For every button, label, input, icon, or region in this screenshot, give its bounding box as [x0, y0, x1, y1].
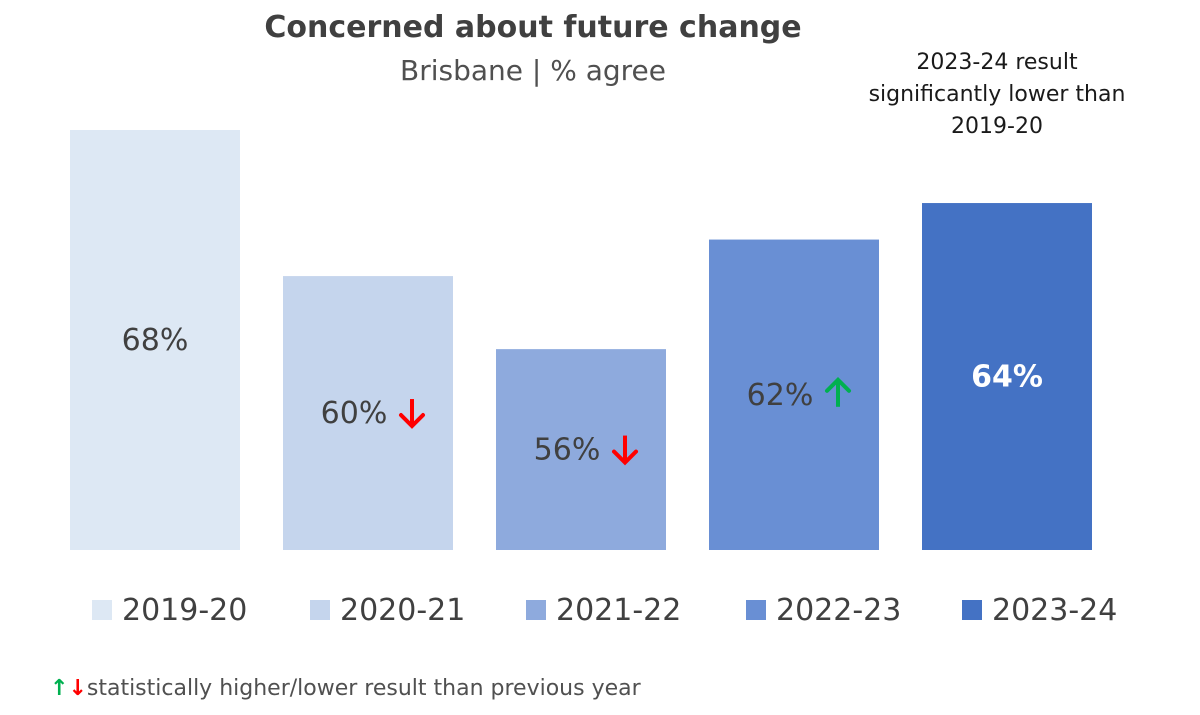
legend-swatch: [92, 600, 112, 620]
arrow-up-icon: [825, 376, 851, 407]
chart-annotation: 2023-24 result significantly lower than …: [868, 50, 1126, 139]
legend-item-2020-21: 2020-21: [310, 588, 465, 632]
chart-legend: 2019-20 2020-21 2021-22 2022-23 2023-24: [92, 588, 1162, 632]
legend-swatch: [526, 600, 546, 620]
bar-2021-22: [496, 349, 666, 550]
arrow-down-icon: [399, 399, 425, 429]
arrow-down-icon: [612, 435, 638, 466]
bar-2020-21: [283, 276, 453, 550]
bar-2019-20: [70, 130, 240, 550]
arrow-up-icon: ↑: [50, 676, 69, 701]
legend-label: 2022-23: [776, 592, 902, 628]
value-label-2020-21: 60%: [321, 396, 388, 431]
legend-swatch: [310, 600, 330, 620]
legend-label: 2023-24: [992, 592, 1118, 628]
footnote-text: statistically higher/lower result than p…: [86, 676, 641, 701]
chart-title: Concerned about future change: [264, 10, 802, 45]
legend-swatch: [962, 600, 982, 620]
legend-label: 2019-20: [122, 592, 248, 628]
footnote: ↑ ↓ statistically higher/lower result th…: [50, 676, 641, 701]
legend-label: 2021-22: [556, 592, 682, 628]
value-label-2023-24: 64%: [971, 360, 1043, 395]
legend-item-2022-23: 2022-23: [746, 588, 901, 632]
value-label-2019-20: 68%: [122, 323, 189, 358]
value-label-2021-22: 56%: [534, 433, 601, 468]
arrow-down-icon: ↓: [68, 676, 87, 701]
legend-item-2023-24: 2023-24: [962, 588, 1117, 632]
legend-item-2019-20: 2019-20: [92, 588, 247, 632]
bar-2022-23: [709, 239, 879, 550]
value-label-2022-23: 62%: [747, 378, 814, 413]
chart-subtitle: Brisbane | % agree: [399, 54, 666, 87]
legend-item-2021-22: 2021-22: [526, 588, 681, 632]
bar-2023-24: [922, 203, 1092, 551]
legend-label: 2020-21: [340, 592, 466, 628]
legend-swatch: [746, 600, 766, 620]
